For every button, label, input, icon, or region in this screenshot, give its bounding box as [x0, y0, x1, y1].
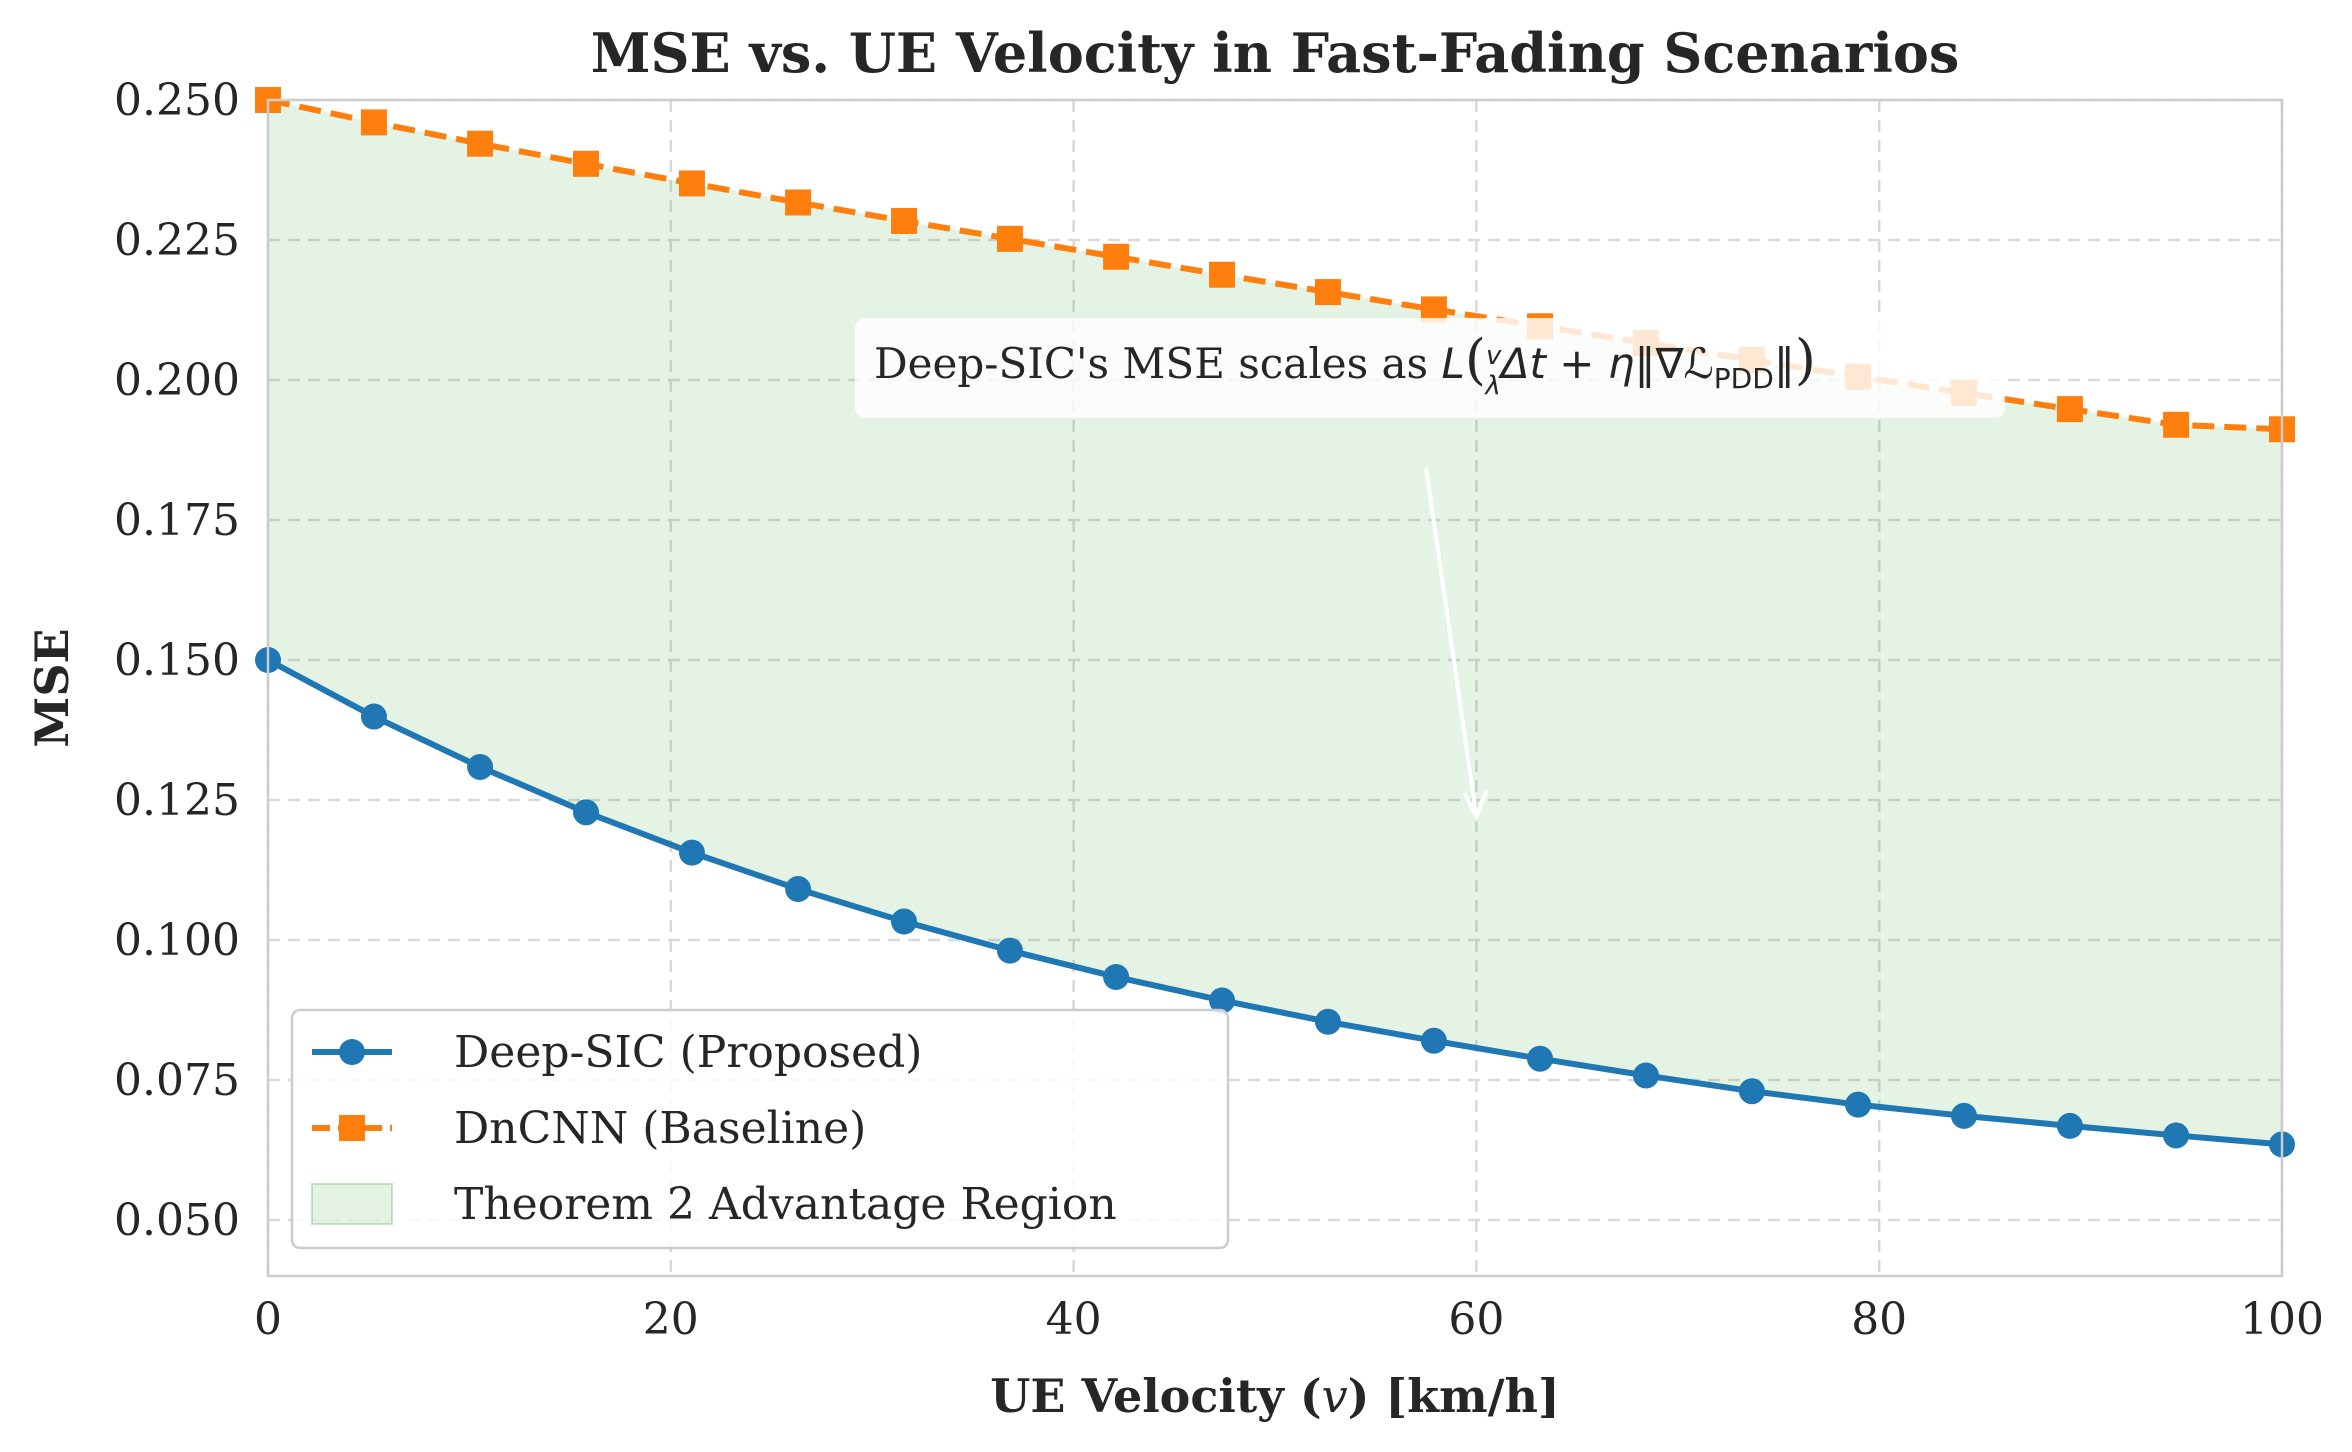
data-point	[1314, 279, 1341, 306]
chart-title: MSE vs. UE Velocity in Fast-Fading Scena…	[591, 21, 1960, 85]
annotation-frac-numerator: v	[1486, 341, 1502, 371]
annotation-arrow	[1424, 467, 1479, 818]
legend-swatch-marker	[339, 1039, 365, 1065]
annotation-box	[855, 318, 2005, 418]
data-point	[1527, 1045, 1554, 1072]
legend-swatch-marker	[339, 1115, 365, 1141]
data-point	[360, 703, 387, 730]
legend-label-advantage-region: Theorem 2 Advantage Region	[454, 1179, 1117, 1230]
y-tick-label: 0.200	[114, 355, 240, 406]
annotation-norm-close: ‖	[1774, 339, 1795, 388]
advantage-region-fill	[268, 100, 2282, 1145]
data-point	[2056, 396, 2083, 423]
annotation-dt: Δt +	[1498, 339, 1608, 388]
data-point	[785, 876, 812, 903]
x-tick-label: 100	[2240, 1294, 2324, 1345]
x-tick-label: 80	[1851, 1294, 1907, 1345]
y-axis-title: MSE	[25, 628, 79, 747]
series-deep-sic	[255, 647, 2295, 1158]
y-tick-label: 0.075	[114, 1055, 240, 1106]
data-point	[996, 225, 1023, 252]
annotation-L: L	[1441, 339, 1464, 388]
annotation-frac-denominator: λ	[1483, 371, 1500, 401]
annotation-text: Deep-SIC's MSE scales as L(v λΔt + η‖∇ℒPD…	[874, 328, 1816, 401]
y-tick-label: 0.250	[114, 75, 240, 126]
y-tick-label: 0.100	[114, 915, 240, 966]
data-point	[678, 170, 705, 197]
y-tick-label: 0.225	[114, 215, 240, 266]
annotation-close-paren: )	[1795, 328, 1816, 391]
series-line	[266, 657, 2283, 1148]
data-point	[2163, 411, 2190, 438]
annotation-nabla: ∇	[1654, 339, 1684, 388]
x-axis-title-var: v	[1322, 1369, 1348, 1423]
legend: Deep-SIC (Proposed) DnCNN (Baseline) The…	[290, 1008, 1230, 1250]
data-point	[573, 150, 600, 177]
data-point	[2163, 1122, 2190, 1149]
data-point	[2056, 1112, 2083, 1139]
legend-swatch-fill	[311, 1183, 393, 1225]
data-point	[1103, 243, 1130, 270]
annotation-open-paren: (	[1465, 328, 1486, 391]
annotation-eta: η	[1608, 339, 1635, 388]
annotation-subscript: PDD	[1714, 362, 1774, 395]
data-point	[573, 799, 600, 826]
legend-label-deep-sic: Deep-SIC (Proposed)	[454, 1027, 922, 1078]
annotation-script-L: ℒ	[1684, 339, 1714, 388]
data-point	[1209, 987, 1236, 1014]
data-point	[1845, 1091, 1872, 1118]
annotation-norm-open: ‖	[1634, 339, 1655, 388]
legend-items	[311, 1039, 393, 1225]
y-tick-label: 0.125	[114, 775, 240, 826]
legend-box	[290, 1008, 1230, 1250]
annotation-prefix: Deep-SIC's MSE scales as	[874, 339, 1441, 388]
y-tick-label: 0.150	[114, 635, 240, 686]
data-point	[1950, 1102, 1977, 1129]
data-point	[996, 937, 1023, 964]
plot-frame	[266, 98, 2284, 1278]
data-point	[1103, 963, 1130, 990]
data-point	[1738, 1078, 1765, 1105]
data-point	[1209, 261, 1236, 288]
data-point	[678, 839, 705, 866]
annotation: Deep-SIC's MSE scales as L(v λΔt + η‖∇ℒPD…	[855, 318, 2005, 822]
data-point	[467, 753, 494, 780]
x-axis-title-part-1: UE Velocity (	[990, 1369, 1321, 1423]
data-point	[467, 130, 494, 157]
data-point	[891, 908, 918, 935]
x-axis-title: UE Velocity (v) [km/h]	[990, 1369, 1559, 1423]
y-tick-label: 0.050	[114, 1195, 240, 1246]
legend-label-dncnn: DnCNN (Baseline)	[454, 1103, 866, 1154]
y-tick-label: 0.175	[114, 495, 240, 546]
x-tick-label: 60	[1448, 1294, 1504, 1345]
x-axis-title-part-2: ) [km/h]	[1348, 1369, 1560, 1423]
data-point	[891, 207, 918, 234]
data-point	[1314, 1008, 1341, 1035]
data-point	[360, 109, 387, 136]
data-point	[785, 189, 812, 216]
data-point	[1420, 1027, 1447, 1054]
x-tick-label: 20	[643, 1294, 699, 1345]
ticks: 0 20 40 60 80 100 0.050 0.075 0.100 0.125 0.150 0.1…	[114, 75, 2324, 1345]
data-point	[1632, 1062, 1659, 1089]
annotation-arrowhead	[1462, 790, 1489, 822]
x-tick-label: 40	[1046, 1294, 1102, 1345]
x-tick-label: 0	[254, 1294, 282, 1345]
